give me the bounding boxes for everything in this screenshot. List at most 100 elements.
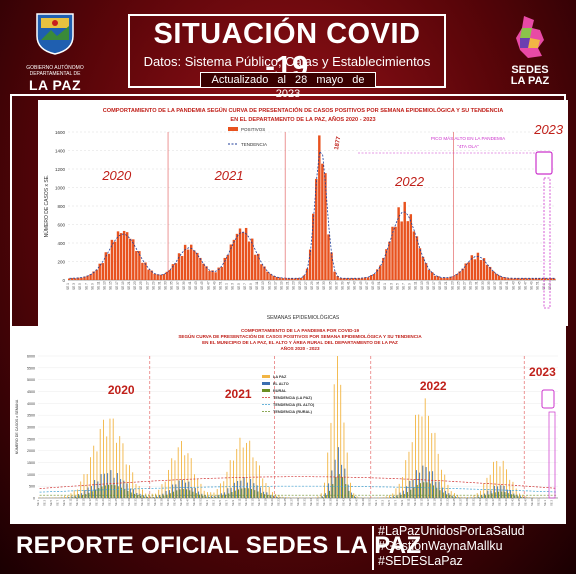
bar xyxy=(110,470,112,498)
bar xyxy=(534,278,538,280)
bar xyxy=(403,201,406,280)
bar xyxy=(511,494,512,498)
y-tick-label: 600 xyxy=(57,223,65,228)
x-tick-label: SE 9 xyxy=(400,499,404,506)
bar xyxy=(218,496,220,498)
bar xyxy=(247,488,249,498)
x-tick-label: SE 25 xyxy=(114,498,118,506)
bar xyxy=(221,495,223,498)
x-tick-label: SE 47 xyxy=(365,281,369,290)
trend-line xyxy=(39,485,557,493)
bar xyxy=(165,271,169,280)
bar xyxy=(338,474,340,498)
x-tick-label: SE 11 xyxy=(414,281,418,290)
footer-divider xyxy=(372,526,374,570)
x-tick-label: SE 21 xyxy=(439,498,443,506)
legend-label: TENDENCIA xyxy=(241,142,267,147)
bar xyxy=(524,497,525,498)
bar xyxy=(482,258,486,280)
bar xyxy=(257,253,260,280)
y-tick-label: 1200 xyxy=(55,167,66,172)
bar xyxy=(408,451,410,498)
bar xyxy=(337,356,338,498)
bar xyxy=(493,461,494,498)
bar xyxy=(107,253,111,280)
chart-subtitle: SEGÚN CURVA DE PRESENTACIÓN DE CASOS POS… xyxy=(178,332,422,339)
bar xyxy=(231,492,233,498)
bar xyxy=(528,497,530,498)
bar xyxy=(302,275,306,280)
bar xyxy=(193,250,196,280)
sedes-logo: SEDES LA PAZ xyxy=(500,14,560,92)
bar xyxy=(111,484,113,498)
bar xyxy=(207,492,208,498)
bar xyxy=(444,474,446,498)
bar xyxy=(470,496,472,498)
bar xyxy=(422,465,424,498)
x-tick-label: SE 25 xyxy=(298,281,302,290)
bar xyxy=(238,489,239,498)
bar xyxy=(510,277,513,280)
x-tick-label: SE 5 xyxy=(395,283,399,290)
bar xyxy=(135,483,137,498)
bar xyxy=(164,481,166,498)
bar xyxy=(168,469,169,498)
bar xyxy=(519,278,522,280)
x-tick-label: SE 1 xyxy=(543,499,547,506)
x-tick-label: SE 51 xyxy=(536,281,540,290)
bar xyxy=(70,493,72,498)
pointer-hand-icon xyxy=(535,151,553,175)
bar xyxy=(340,384,342,498)
x-tick-label: SE 29 xyxy=(296,498,300,506)
bar xyxy=(267,495,269,498)
bar xyxy=(226,471,228,498)
bar xyxy=(298,497,299,498)
bar xyxy=(388,241,391,280)
bar xyxy=(257,491,259,498)
bar xyxy=(379,265,382,280)
bar xyxy=(134,493,135,498)
bar xyxy=(546,278,550,280)
x-tick-label: SE 19 xyxy=(438,281,442,290)
bar xyxy=(129,465,130,498)
bar xyxy=(174,460,176,498)
bar xyxy=(158,489,160,498)
bar xyxy=(217,494,219,498)
bar xyxy=(262,478,264,498)
x-tick-label: SE 1 xyxy=(225,283,229,290)
x-tick-label: SE 27 xyxy=(304,281,308,290)
x-tick-label: SE 37 xyxy=(176,281,180,290)
bar xyxy=(314,497,316,498)
bar xyxy=(276,496,278,498)
x-tick-label: SE 3 xyxy=(381,499,385,506)
logo-right-name-1: SEDES xyxy=(511,64,549,76)
bar xyxy=(437,453,439,498)
x-tick-label: SE 33 xyxy=(481,281,485,290)
bar xyxy=(376,269,379,280)
bar xyxy=(110,239,114,280)
x-tick-label: SE 21 xyxy=(127,281,131,290)
bar xyxy=(491,493,493,498)
bar xyxy=(415,236,419,280)
year-label: 2023 xyxy=(529,365,556,379)
x-tick-label: SE 41 xyxy=(166,498,170,506)
bar xyxy=(489,474,491,498)
x-tick-label: SE 17 xyxy=(426,498,430,506)
bar xyxy=(497,486,499,498)
bar xyxy=(68,278,71,280)
bar xyxy=(351,495,353,498)
bar xyxy=(89,274,92,280)
x-tick-label: SE 39 xyxy=(160,498,164,506)
bar xyxy=(263,266,266,280)
bar xyxy=(400,495,402,498)
bar xyxy=(321,496,323,498)
bar xyxy=(454,493,455,498)
bar xyxy=(357,277,361,280)
y-tick-label: 1400 xyxy=(55,149,66,154)
x-tick-label: SE 15 xyxy=(82,498,86,506)
bar xyxy=(272,495,274,498)
x-tick-label: SE 35 xyxy=(170,281,174,290)
bar xyxy=(428,415,429,498)
bar xyxy=(288,497,290,498)
bar xyxy=(74,278,77,280)
